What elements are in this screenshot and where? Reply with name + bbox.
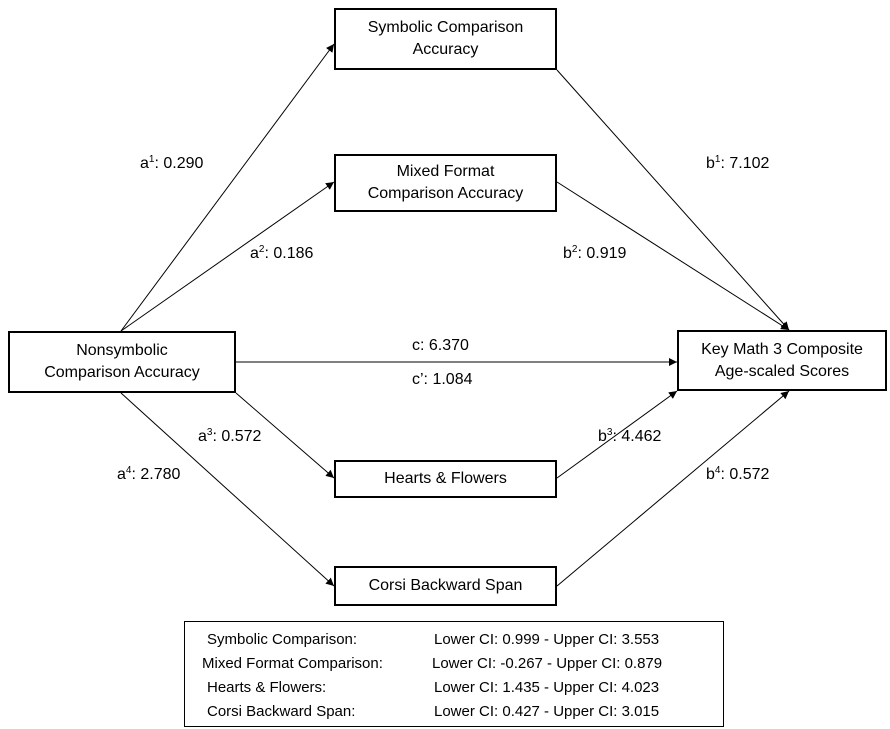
ci-row: Hearts & Flowers: Lower CI: 1.435 - Uppe… (185, 679, 723, 699)
node-hearts: Hearts & Flowers (334, 460, 557, 498)
ci-name: Mixed Format Comparison: (202, 655, 383, 672)
node-mixed-line1: Mixed Format (396, 163, 495, 180)
node-symbolic-line1: Symbolic Comparison (367, 19, 524, 36)
ci-name: Hearts & Flowers: (207, 679, 327, 696)
node-nonsymbolic-line1: Nonsymbolic (76, 342, 168, 359)
label-c: c: 6.370 (412, 337, 469, 354)
ci-name: Corsi Backward Span: (207, 703, 356, 720)
ci-row: Corsi Backward Span: Lower CI: 0.427 - U… (185, 703, 723, 723)
arrow-a3 (235, 392, 335, 479)
label-b2: b2: 0.919 (563, 244, 627, 263)
node-corsi: Corsi Backward Span (334, 566, 557, 606)
label-c-prime: c’: 1.084 (412, 371, 473, 388)
label-b3: b3: 4.462 (598, 427, 662, 446)
node-mixed-line2: Comparison Accuracy (367, 185, 524, 202)
arrow-a4 (120, 392, 335, 587)
node-nonsymbolic-line2: Comparison Accuracy (44, 364, 200, 381)
ci-table: Symbolic Comparison: Lower CI: 0.999 - U… (184, 621, 724, 727)
ci-row: Mixed Format Comparison: Lower CI: -0.26… (185, 655, 723, 675)
label-b1: b1: 7.102 (706, 154, 770, 173)
node-mixed: Mixed Format Comparison Accuracy (334, 154, 557, 212)
node-corsi-line1: Corsi Backward Span (368, 577, 523, 594)
node-hearts-line1: Hearts & Flowers (384, 470, 507, 487)
node-keymath-line2: Age-scaled Scores (714, 362, 850, 380)
arrow-a1 (120, 43, 335, 332)
ci-name: Symbolic Comparison: (207, 631, 358, 648)
node-symbolic-line2: Accuracy (412, 41, 479, 58)
arrow-b2 (556, 181, 790, 331)
ci-value: Lower CI: 0.427 - Upper CI: 3.015 (434, 703, 660, 720)
label-a2: a2: 0.186 (250, 244, 314, 263)
node-keymath-line1: Key Math 3 Composite (701, 340, 863, 358)
label-a3: a3: 0.572 (198, 427, 262, 446)
ci-row: Symbolic Comparison: Lower CI: 0.999 - U… (185, 631, 723, 651)
ci-value: Lower CI: -0.267 - Upper CI: 0.879 (432, 655, 663, 672)
label-b4: b4: 0.572 (706, 465, 770, 484)
node-nonsymbolic: Nonsymbolic Comparison Accuracy (8, 331, 236, 393)
label-a4: a4: 2.780 (117, 465, 181, 484)
arrow-a2 (120, 181, 335, 332)
arrow-b4 (556, 390, 790, 587)
arrow-b3 (556, 390, 678, 479)
ci-value: Lower CI: 1.435 - Upper CI: 4.023 (434, 679, 660, 696)
ci-value: Lower CI: 0.999 - Upper CI: 3.553 (434, 631, 660, 648)
node-symbolic: Symbolic Comparison Accuracy (334, 8, 557, 70)
arrow-b1 (556, 69, 790, 331)
node-keymath: Key Math 3 Composite Age-scaled Scores (677, 330, 887, 391)
label-a1: a1: 0.290 (140, 154, 204, 173)
